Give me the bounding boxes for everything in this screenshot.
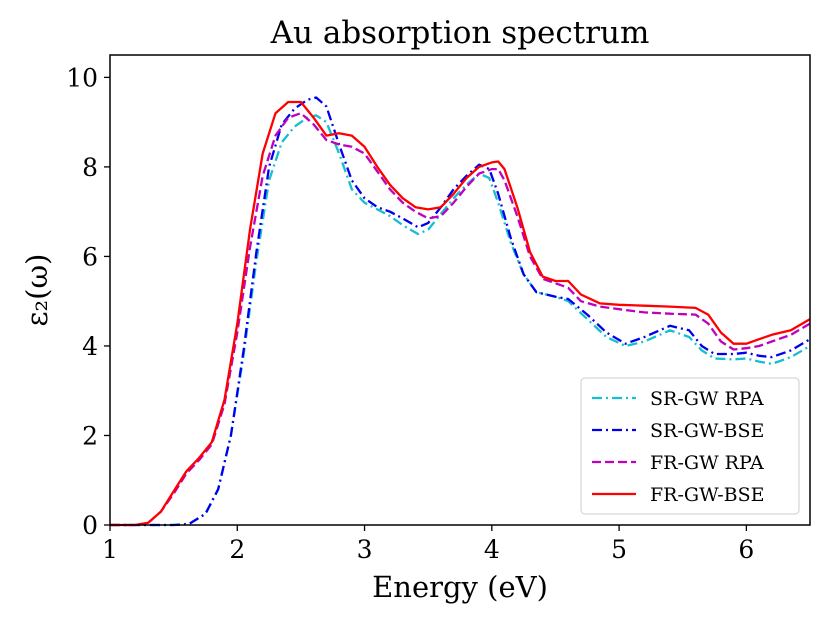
- y-tick-label: 10: [66, 63, 98, 92]
- chart-title: Au absorption spectrum: [270, 15, 650, 51]
- series-line-3: [110, 100, 811, 527]
- legend-box: [580, 377, 800, 515]
- y-axis-title: ε₂(ω): [20, 254, 54, 327]
- series-layer: [110, 96, 811, 527]
- x-tick-label: 3: [357, 535, 373, 564]
- x-tick-label: 2: [229, 535, 245, 564]
- x-tick-label: 4: [484, 535, 500, 564]
- y-tick-label: 4: [82, 332, 98, 361]
- legend-label-1: SR-GW-BSE: [650, 420, 764, 442]
- y-tick-label: 8: [82, 153, 98, 182]
- legend: SR-GW RPA SR-GW-BSE FR-GW RPA FR-GW-BSE: [580, 377, 800, 515]
- y-tick-label: 2: [82, 421, 98, 450]
- series-line-1: [110, 96, 811, 527]
- legend-label-2: FR-GW RPA: [650, 452, 764, 474]
- ticks-layer: 1 2 3 4 5 6 0 2 4 6 8 10: [66, 63, 754, 564]
- x-tick-label: 1: [102, 535, 118, 564]
- x-tick-label: 6: [738, 535, 754, 564]
- legend-label-3: FR-GW-BSE: [650, 484, 765, 506]
- legend-label-0: SR-GW RPA: [650, 388, 764, 410]
- y-tick-label: 6: [82, 242, 98, 271]
- plot-frame: [109, 54, 811, 526]
- series-line-0: [110, 114, 811, 527]
- x-axis-title: Energy (eV): [372, 570, 548, 604]
- y-tick-label: 0: [82, 511, 98, 540]
- x-tick-label: 5: [611, 535, 627, 564]
